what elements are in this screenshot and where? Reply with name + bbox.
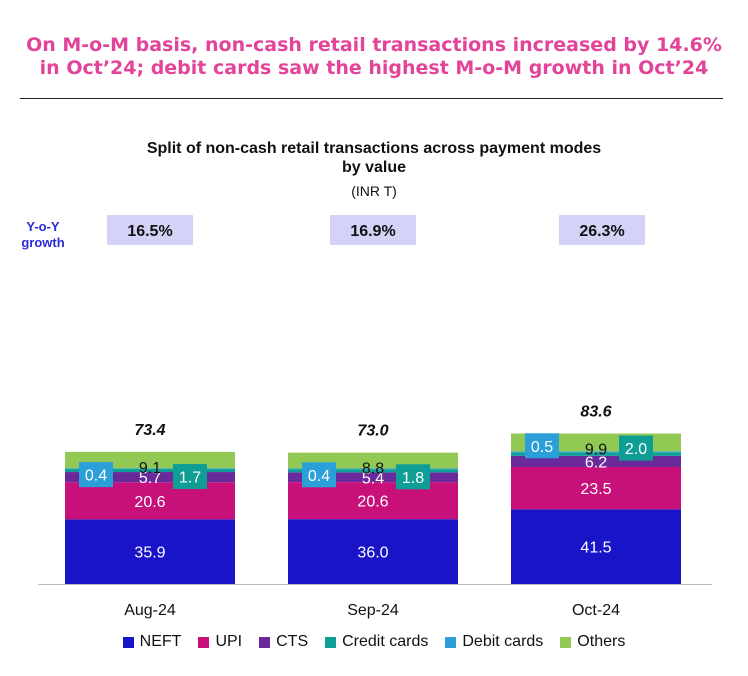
data-label-debit-cards-oct-24: 0.5 [531,439,553,456]
bar-neft-sep-24 [288,519,458,584]
data-label-others-oct-24: 9.9 [585,442,607,459]
legend-item-cts: CTS [259,633,308,651]
yoy-value-aug-24: 16.5% [127,223,172,240]
headline: On M-o-M basis, non-cash retail transact… [0,34,748,80]
callout-box-credit-cards-oct-24 [619,435,653,461]
bar-upi-oct-24 [511,467,681,510]
bar-debit-cards-oct-24 [511,451,681,453]
x-tick-label-sep-24: Sep-24 [347,602,399,619]
callout-box-debit-cards-sep-24 [302,462,336,488]
legend-item-neft: NEFT [122,633,182,651]
x-tick-label-aug-24: Aug-24 [124,602,176,619]
data-label-neft-aug-24: 35.9 [134,545,165,562]
legend-swatch-others [560,636,572,648]
legend-swatch-credit-cards [325,636,337,648]
bar-neft-aug-24 [65,519,235,584]
total-label-sep-24: 73.0 [357,423,388,440]
legend-label-neft: NEFT [139,633,182,650]
data-label-debit-cards-sep-24: 0.4 [308,468,330,485]
data-label-others-aug-24: 9.1 [139,460,161,477]
callout-box-credit-cards-sep-24 [396,464,430,490]
chart-title-line-1: Split of non-cash retail transactions ac… [146,140,602,157]
legend-item-debit-cards: Debit cards [445,633,543,651]
legend-item-upi: UPI [198,633,242,651]
chart-title: Split of non-cash retail transactions ac… [0,139,748,177]
data-label-cts-oct-24: 6.2 [585,454,607,471]
yoy-value-oct-24: 26.3% [579,223,624,240]
legend-swatch-debit-cards [445,636,457,648]
data-label-upi-aug-24: 20.6 [134,494,165,511]
chart-subtitle: (INR T) [351,183,397,199]
data-label-cts-aug-24: 5.7 [139,470,161,487]
yoy-label-line-1: Y-o-Y [26,219,60,234]
data-label-neft-sep-24: 36.0 [357,545,388,562]
legend-label-upi: UPI [215,633,243,650]
bar-debit-cards-aug-24 [65,468,235,469]
legend-swatch-neft [122,636,134,648]
yoy-box-sep-24 [330,215,416,245]
bar-credit-cards-aug-24 [65,468,235,473]
chart-title-line-2: by value [341,159,407,176]
legend-label-debit-cards: Debit cards [462,633,544,650]
bar-credit-cards-sep-24 [288,469,458,473]
legend-label-others: Others [577,633,626,650]
callout-box-credit-cards-aug-24 [173,464,207,490]
legend-label-credit-cards: Credit cards [342,633,429,650]
callout-box-debit-cards-aug-24 [79,462,113,488]
legend-swatch-cts [259,636,271,648]
legend: NEFT UPI CTS Credit cards Debit cards Others [0,633,748,651]
x-tick-label-oct-24: Oct-24 [572,602,620,619]
callout-box-debit-cards-oct-24 [525,433,559,459]
total-label-aug-24: 73.4 [134,422,165,439]
yoy-label-line-2: growth [21,235,65,250]
headline-line-1: On M-o-M basis, non-cash retail transact… [26,34,722,56]
legend-swatch-upi [198,636,210,648]
bar-cts-aug-24 [65,472,235,483]
yoy-box-aug-24 [107,215,193,245]
bar-debit-cards-sep-24 [288,468,458,470]
legend-item-credit-cards: Credit cards [325,633,428,651]
data-label-credit-cards-oct-24: 2.0 [625,441,647,458]
data-label-credit-cards-aug-24: 1.7 [179,470,201,487]
yoy-box-oct-24 [559,215,645,245]
data-label-others-sep-24: 8.8 [362,461,384,478]
data-label-neft-oct-24: 41.5 [580,540,611,557]
yoy-value-sep-24: 16.9% [350,223,395,240]
legend-item-others: Others [560,633,625,651]
data-label-upi-oct-24: 23.5 [580,481,611,498]
data-label-upi-sep-24: 20.6 [357,494,388,511]
yoy-growth-label: Y-o-Y growth [13,219,73,251]
total-label-oct-24: 83.6 [580,404,611,421]
headline-line-2: in Oct’24; debit cards saw the highest M… [39,57,709,79]
legend-label-cts: CTS [276,633,309,650]
divider [20,98,723,99]
bar-credit-cards-oct-24 [511,452,681,456]
bar-neft-oct-24 [511,509,681,584]
data-label-cts-sep-24: 5.4 [362,470,384,487]
data-label-credit-cards-sep-24: 1.8 [402,470,424,487]
data-label-debit-cards-aug-24: 0.4 [85,468,107,485]
bar-cts-oct-24 [511,455,681,467]
bar-cts-sep-24 [288,472,458,483]
